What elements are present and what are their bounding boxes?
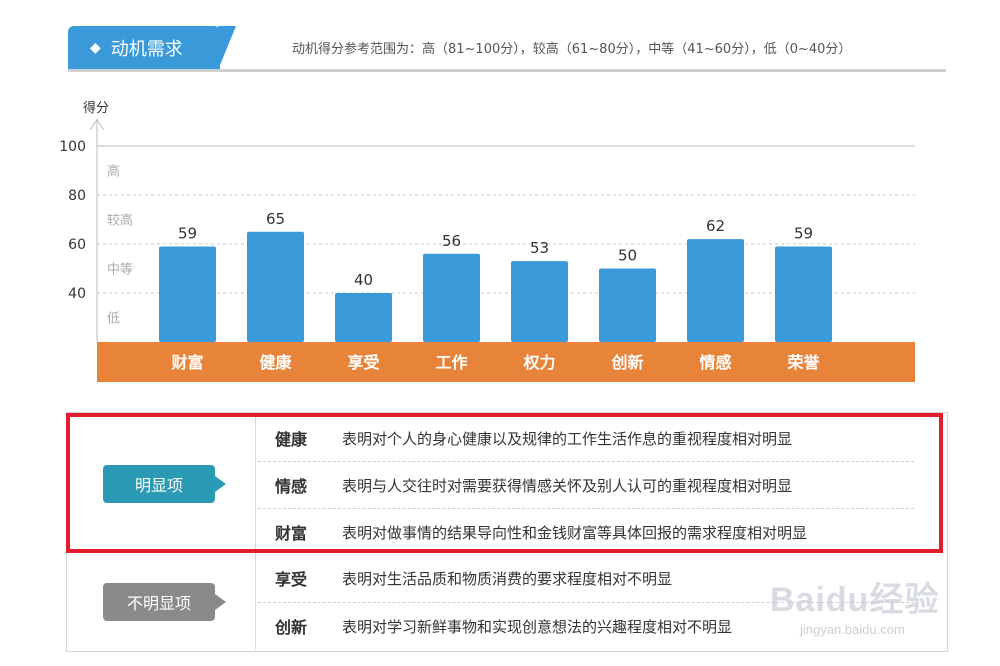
bar bbox=[687, 239, 744, 342]
weak-items-badge: 不明显项 bbox=[103, 583, 226, 621]
band-label: 较高 bbox=[107, 213, 133, 229]
y-axis-label: 得分 bbox=[83, 100, 109, 116]
table-column-divider bbox=[255, 415, 256, 649]
bar bbox=[247, 231, 304, 342]
item-name: 健康 bbox=[274, 430, 307, 449]
item-description: 表明对生活品质和物质消费的要求程度相对不明显 bbox=[342, 569, 673, 588]
row-divider bbox=[258, 508, 914, 509]
category-label: 荣誉 bbox=[786, 353, 820, 372]
bar bbox=[599, 268, 656, 342]
bar bbox=[775, 246, 832, 342]
section-tab[interactable]: ◆ 动机需求 bbox=[68, 26, 220, 70]
bar-value-label: 62 bbox=[706, 217, 725, 235]
item-name: 创新 bbox=[274, 618, 307, 637]
bar bbox=[423, 253, 480, 342]
row-divider bbox=[258, 461, 914, 462]
table-row: 享受 表明对生活品质和物质消费的要求程度相对不明显 bbox=[258, 555, 918, 601]
bar bbox=[511, 261, 568, 342]
bar-value-label: 59 bbox=[794, 224, 813, 242]
bar-value-label: 59 bbox=[178, 224, 197, 242]
table-row: 健康 表明对个人的身心健康以及规律的工作生活作息的重视程度相对明显 bbox=[258, 415, 918, 461]
category-label: 享受 bbox=[347, 353, 379, 372]
bar-value-label: 56 bbox=[442, 232, 461, 250]
baidu-watermark-url: jingyan.baidu.com bbox=[800, 622, 905, 637]
score-range-note: 动机得分参考范围为：高（81~100分），较高（61~80分），中等（41~60… bbox=[292, 42, 852, 57]
baidu-watermark: Baidu经验 bbox=[770, 581, 940, 619]
y-tick-label: 40 bbox=[68, 286, 86, 302]
category-label: 权力 bbox=[522, 353, 555, 372]
strong-items-badge: 明显项 bbox=[103, 465, 226, 503]
category-label: 健康 bbox=[259, 353, 292, 372]
diamond-icon: ◆ bbox=[90, 40, 101, 56]
category-label: 财富 bbox=[170, 353, 203, 372]
highlight-frame bbox=[66, 413, 943, 553]
y-tick-label: 80 bbox=[68, 188, 86, 204]
header-divider bbox=[68, 69, 946, 72]
band-label: 高 bbox=[107, 164, 120, 180]
category-label: 情感 bbox=[699, 353, 731, 372]
table-row: 财富 表明对做事情的结果导向性和金钱财富等具体回报的需求程度相对明显 bbox=[258, 509, 918, 555]
row-divider bbox=[258, 602, 914, 603]
y-tick-label: 60 bbox=[68, 237, 86, 253]
item-description: 表明对做事情的结果导向性和金钱财富等具体回报的需求程度相对明显 bbox=[342, 523, 808, 542]
tab-fold-decoration bbox=[218, 26, 236, 70]
category-label: 创新 bbox=[610, 353, 643, 372]
item-name: 情感 bbox=[274, 477, 307, 496]
category-label: 工作 bbox=[435, 353, 467, 372]
bar bbox=[159, 246, 216, 342]
y-axis-arrow-icon bbox=[89, 119, 105, 131]
y-tick-label: 100 bbox=[59, 139, 86, 155]
section-tab-label: 动机需求 bbox=[110, 39, 183, 60]
table-row: 创新 表明对学习新鲜事物和实现创意想法的兴趣程度相对不明显 bbox=[258, 603, 918, 649]
item-description: 表明对学习新鲜事物和实现创意想法的兴趣程度相对不明显 bbox=[342, 617, 733, 636]
bar-value-label: 65 bbox=[266, 210, 285, 228]
item-description: 表明与人交往时对需要获得情感关怀及别人认可的重视程度相对明显 bbox=[342, 476, 793, 495]
item-name: 享受 bbox=[274, 570, 307, 589]
bar-value-label: 40 bbox=[354, 271, 373, 289]
bar-value-label: 53 bbox=[530, 239, 549, 257]
item-name: 财富 bbox=[274, 524, 307, 543]
item-description: 表明对个人的身心健康以及规律的工作生活作息的重视程度相对明显 bbox=[342, 429, 793, 448]
band-label: 低 bbox=[107, 312, 120, 327]
bar bbox=[335, 293, 392, 342]
table-row: 情感 表明与人交往时对需要获得情感关怀及别人认可的重视程度相对明显 bbox=[258, 462, 918, 508]
band-label: 中等 bbox=[107, 262, 133, 278]
category-band bbox=[97, 342, 915, 382]
bar-value-label: 50 bbox=[618, 247, 637, 265]
